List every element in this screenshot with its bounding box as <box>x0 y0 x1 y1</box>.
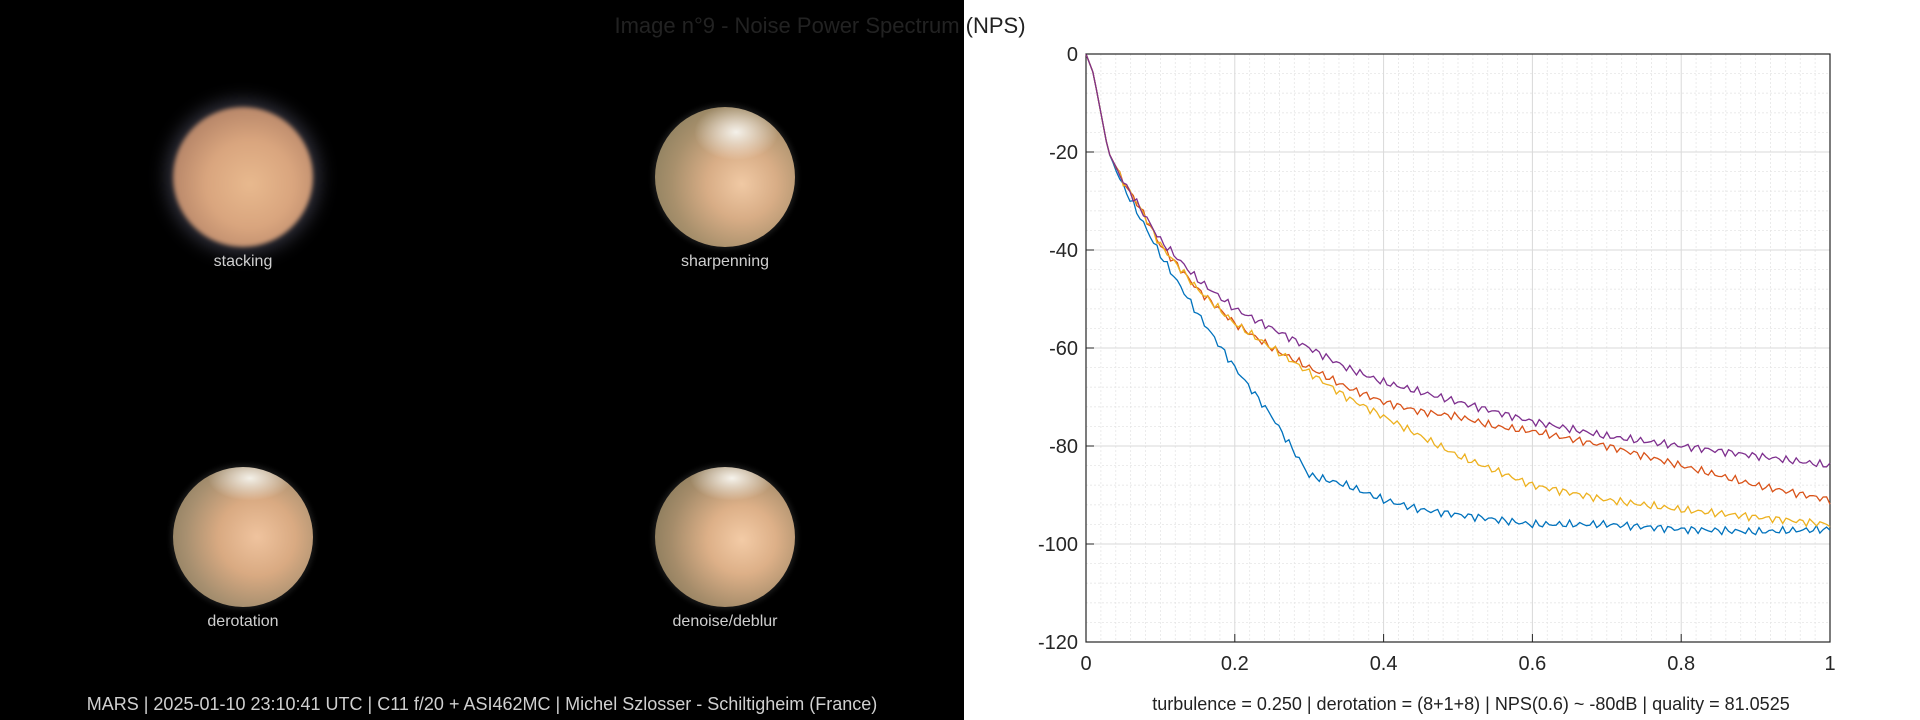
mars-image-sharpenning <box>655 107 795 247</box>
y-tick-label: -120 <box>1038 632 1078 654</box>
chart-ticks: 0 0.2 0.4 0.6 0.8 1 0 -20 -40 -60 -80 -100 -120 <box>1038 44 1836 675</box>
mars-image-stacking <box>173 107 313 247</box>
planet-cell-derotation: derotation <box>143 467 343 667</box>
planet-cell-sharpenning: sharpenning <box>625 107 825 307</box>
series-line-4 <box>1085 53 1831 468</box>
chart-panel <box>964 0 1920 720</box>
chart-caption: turbulence = 0.250 | derotation = (8+1+8… <box>1152 694 1790 714</box>
mars-image-derotation <box>173 467 313 607</box>
y-tick-label: -20 <box>1049 142 1078 164</box>
x-tick-label: 0 <box>1080 653 1091 675</box>
planet-cell-stacking: stacking <box>143 107 343 307</box>
chart-title: Image n°9 - Noise Power Spectrum (NPS) <box>614 13 1026 38</box>
series-line-1 <box>1085 53 1831 536</box>
planet-label: denoise/deblur <box>672 613 778 630</box>
image-panel: stacking sharpenning derotation denoise/… <box>0 0 964 720</box>
chart-grid <box>1085 53 1831 643</box>
y-tick-label: -60 <box>1049 338 1078 360</box>
planet-label: stacking <box>213 253 273 270</box>
series-line-3 <box>1085 53 1831 528</box>
x-tick-label: 0.8 <box>1667 653 1695 675</box>
chart-series <box>1085 53 1831 536</box>
x-tick-label: 0.6 <box>1518 653 1546 675</box>
planet-label: sharpenning <box>680 253 770 270</box>
mars-image-denoise <box>655 467 795 607</box>
x-tick-label: 1 <box>1824 653 1835 675</box>
y-tick-label: -100 <box>1038 534 1078 556</box>
image-caption: MARS | 2025-01-10 23:10:41 UTC | C11 f/2… <box>86 694 878 714</box>
y-tick-label: -80 <box>1049 436 1078 458</box>
planet-label: derotation <box>207 613 279 630</box>
planet-cell-denoise: denoise/deblur <box>625 467 825 667</box>
y-tick-label: 0 <box>1067 44 1078 66</box>
y-tick-label: -40 <box>1049 240 1078 262</box>
x-tick-label: 0.2 <box>1221 653 1249 675</box>
x-tick-label: 0.4 <box>1370 653 1398 675</box>
